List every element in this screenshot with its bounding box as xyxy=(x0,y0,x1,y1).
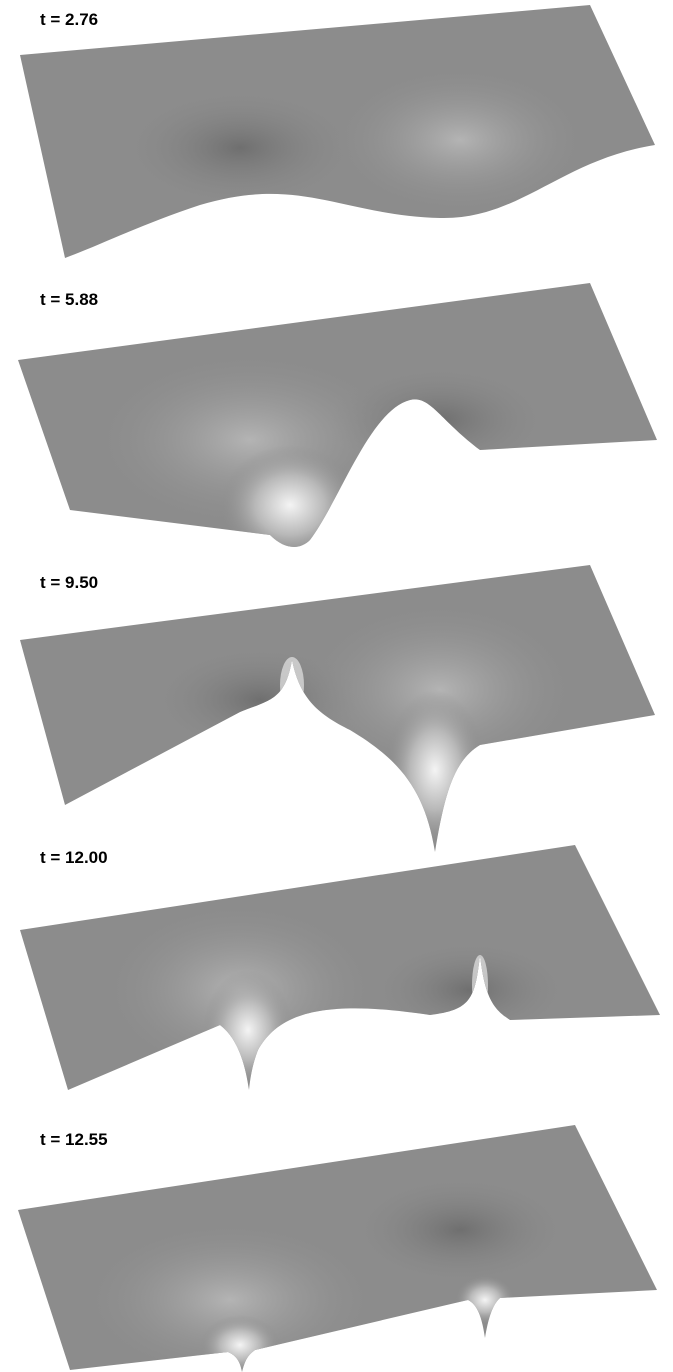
panel-label: t = 12.55 xyxy=(40,1130,108,1149)
surface xyxy=(18,1125,657,1372)
panel: t = 2.76 xyxy=(20,5,655,258)
surface xyxy=(20,845,660,1090)
surface xyxy=(20,5,655,258)
panel-label: t = 2.76 xyxy=(40,10,98,29)
panel: t = 12.55 xyxy=(18,1125,657,1372)
panel: t = 12.00 xyxy=(20,845,660,1090)
surface xyxy=(18,283,657,547)
panel-label: t = 9.50 xyxy=(40,573,98,592)
panel-label: t = 5.88 xyxy=(40,290,98,309)
panel-label: t = 12.00 xyxy=(40,848,108,867)
surface xyxy=(20,565,655,852)
panel: t = 5.88 xyxy=(18,283,657,547)
panel: t = 9.50 xyxy=(20,565,655,852)
